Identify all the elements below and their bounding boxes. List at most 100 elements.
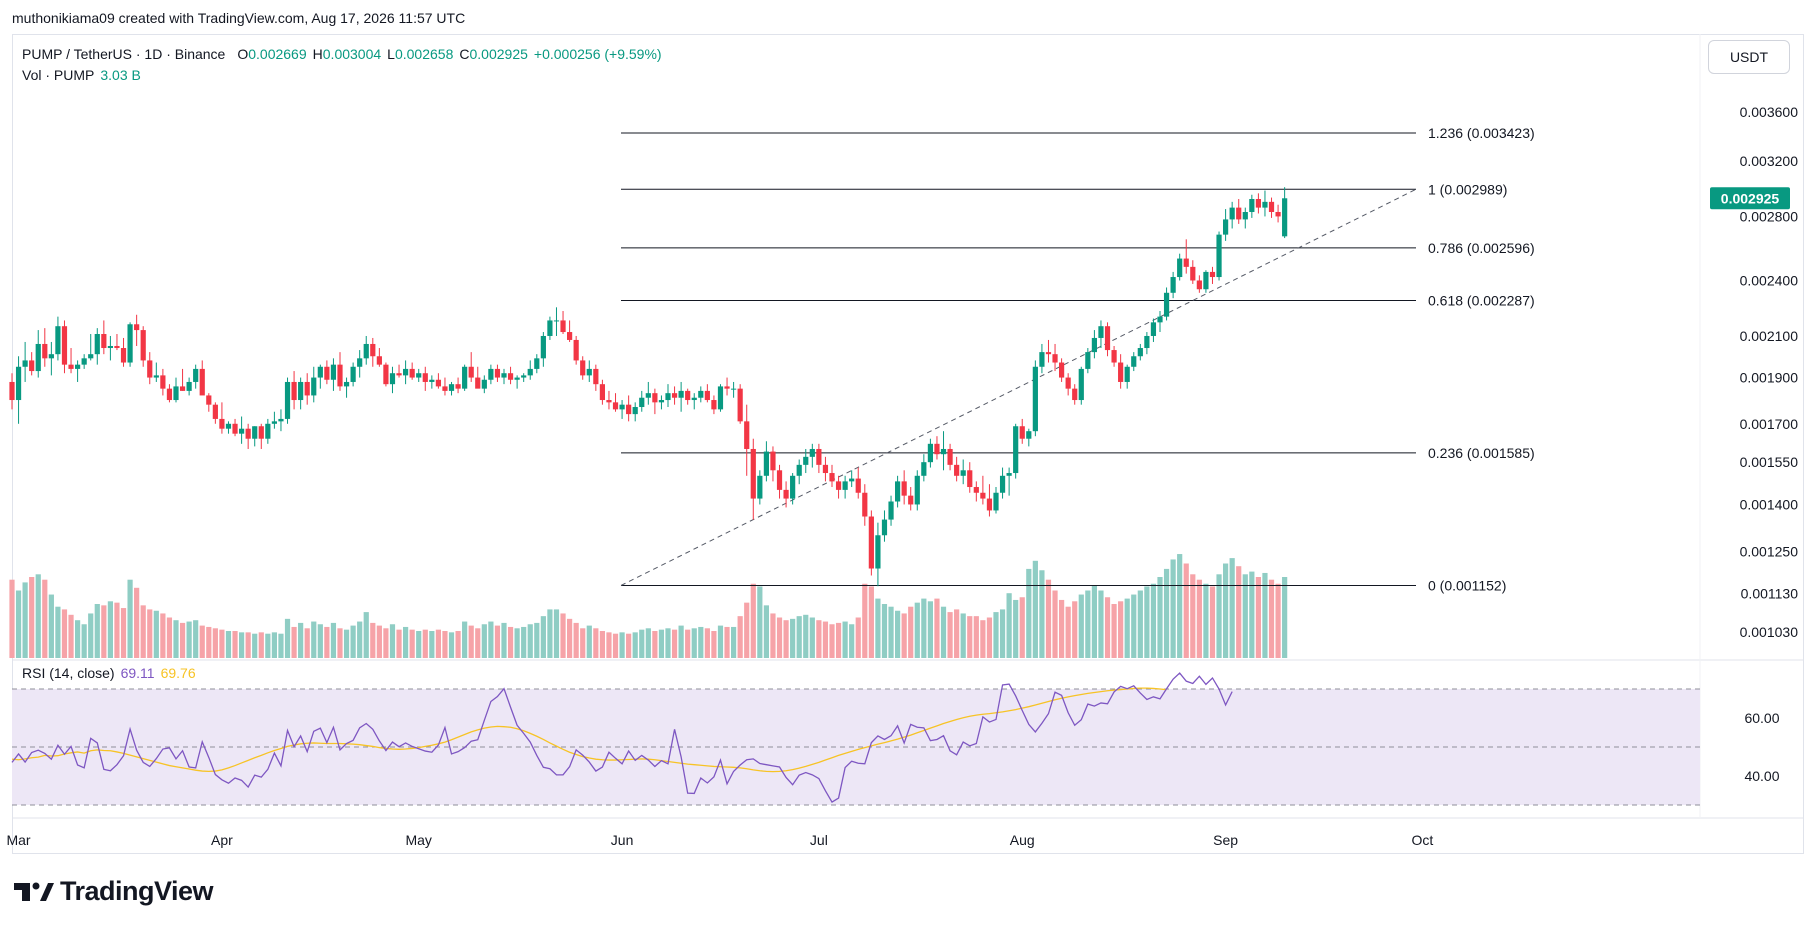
candle-body bbox=[1203, 271, 1209, 290]
candle bbox=[1229, 201, 1235, 229]
volume-bar bbox=[685, 629, 691, 658]
candle bbox=[488, 364, 494, 385]
rsi-ma-value: 69.76 bbox=[160, 665, 196, 681]
candle-body bbox=[593, 368, 599, 385]
candle bbox=[252, 426, 258, 447]
candle bbox=[166, 384, 173, 403]
currency-button[interactable]: USDT bbox=[1708, 40, 1790, 74]
time-tick-label: Mar bbox=[6, 832, 30, 848]
candle-body bbox=[330, 364, 337, 380]
candle bbox=[1045, 339, 1052, 363]
candle bbox=[507, 366, 514, 385]
candlesticks bbox=[9, 187, 1288, 587]
volume-bar bbox=[921, 598, 927, 658]
volume-bar bbox=[619, 632, 625, 658]
candle-body bbox=[967, 470, 973, 488]
volume-bar bbox=[42, 579, 48, 658]
candle bbox=[1118, 354, 1124, 389]
candle bbox=[881, 510, 888, 542]
volume-bar bbox=[534, 622, 540, 658]
candle bbox=[849, 470, 855, 488]
candle bbox=[186, 377, 192, 396]
candle bbox=[1111, 345, 1117, 367]
candle-body bbox=[1144, 335, 1150, 349]
volume-bar bbox=[337, 628, 343, 658]
volume-bar bbox=[1118, 601, 1124, 658]
price-tick-label: 0.002100 bbox=[1740, 328, 1799, 344]
candle bbox=[337, 352, 343, 391]
candle bbox=[68, 348, 74, 374]
volume-bar bbox=[507, 626, 514, 658]
candle-body bbox=[435, 379, 441, 387]
candle-body bbox=[1032, 366, 1038, 432]
volume-bar bbox=[586, 625, 592, 658]
candle bbox=[1006, 467, 1012, 496]
candle-body bbox=[1118, 362, 1124, 382]
tradingview-logo[interactable]: TradingView bbox=[14, 876, 214, 907]
candle-body bbox=[954, 464, 960, 476]
volume-bar bbox=[61, 609, 68, 658]
volume-bar bbox=[212, 628, 218, 658]
volume-bar bbox=[711, 631, 717, 658]
candle-body bbox=[383, 364, 389, 385]
volume-bar bbox=[1242, 574, 1248, 658]
price-tick-label: 0.001030 bbox=[1740, 624, 1799, 640]
volume-bar bbox=[68, 614, 74, 658]
candle-body bbox=[540, 335, 546, 359]
volume-bar bbox=[652, 631, 658, 658]
candle bbox=[790, 473, 796, 505]
volume-bar bbox=[206, 626, 212, 658]
volume-bar bbox=[193, 620, 199, 658]
volume-bar bbox=[1045, 579, 1052, 658]
candle bbox=[914, 470, 920, 511]
volume-bar bbox=[1006, 593, 1012, 658]
time-tick-label: Jul bbox=[810, 832, 828, 848]
volume-bar bbox=[15, 590, 22, 658]
candle-body bbox=[15, 366, 22, 401]
candle bbox=[245, 423, 251, 449]
candle bbox=[770, 446, 776, 482]
candle-body bbox=[1196, 280, 1202, 290]
candle-body bbox=[81, 358, 87, 365]
candle-body bbox=[1026, 431, 1032, 439]
volume-bar bbox=[462, 621, 468, 658]
candle-body bbox=[42, 343, 48, 359]
candle-body bbox=[980, 492, 986, 499]
candle-body bbox=[278, 418, 284, 422]
candle bbox=[42, 328, 48, 367]
candle-body bbox=[311, 377, 317, 396]
candle-body bbox=[403, 368, 409, 376]
volume-bar bbox=[1275, 583, 1281, 658]
rsi-label[interactable]: RSI (14, close) bbox=[22, 665, 115, 681]
volume-bar bbox=[567, 618, 573, 658]
volume-bar bbox=[435, 629, 441, 658]
volume-bar bbox=[1203, 583, 1209, 658]
volume-bar bbox=[284, 618, 291, 658]
candle-body bbox=[842, 481, 848, 490]
candle-body bbox=[921, 462, 927, 476]
candle bbox=[888, 495, 894, 526]
volume-bar bbox=[1032, 560, 1038, 658]
candle bbox=[534, 354, 540, 374]
volume-label[interactable]: Vol · PUMP bbox=[22, 67, 95, 83]
candle-body bbox=[711, 400, 717, 410]
price-tick-label: 0.003600 bbox=[1740, 104, 1799, 120]
rsi-tick-label: 60.00 bbox=[1744, 710, 1779, 726]
candle bbox=[639, 390, 645, 412]
candle bbox=[580, 356, 586, 380]
candle-body bbox=[9, 381, 15, 401]
candle bbox=[416, 368, 422, 382]
volume-bar bbox=[986, 617, 993, 658]
volume-bar bbox=[573, 622, 579, 658]
symbol-name[interactable]: PUMP / TetherUS · 1D · Binance bbox=[22, 46, 226, 62]
rsi-line bbox=[11, 672, 1233, 804]
candle-body bbox=[1124, 366, 1130, 382]
low-value: 0.002658 bbox=[394, 46, 454, 62]
volume-bar bbox=[48, 594, 54, 658]
volume-bar bbox=[737, 616, 743, 658]
candle-body bbox=[22, 360, 28, 367]
candle bbox=[1078, 366, 1084, 405]
candle bbox=[1059, 358, 1065, 382]
volume-bar bbox=[612, 633, 619, 658]
